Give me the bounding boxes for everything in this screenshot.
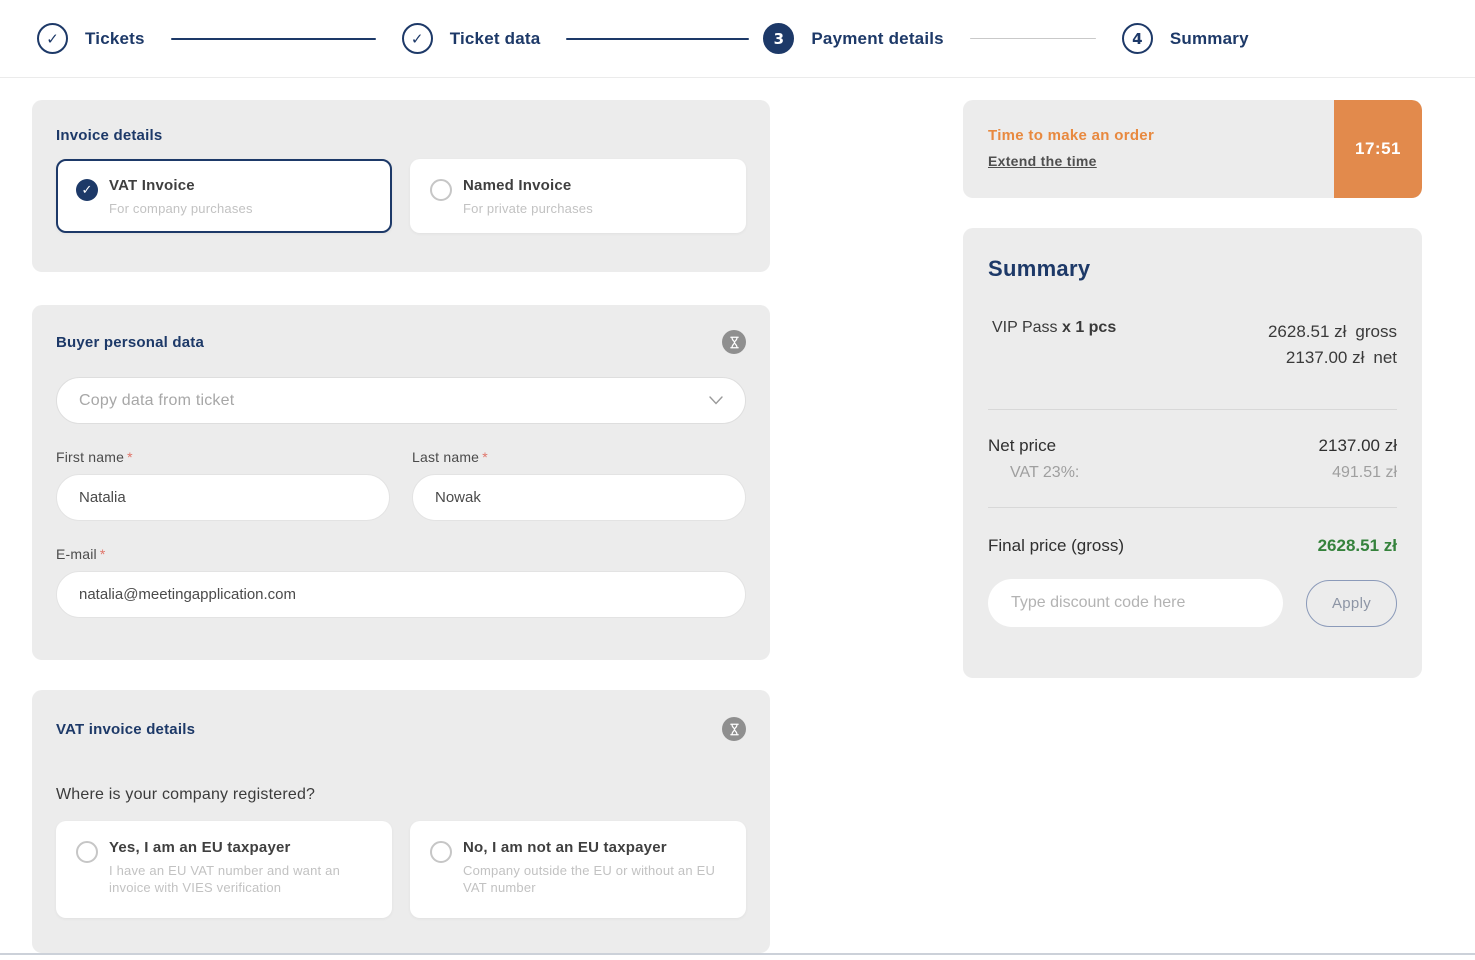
net-price-row: Net price 2137.00 zł [988, 436, 1397, 456]
required-asterisk: * [482, 449, 488, 465]
summary-item-row: VIP Pass x 1 pcs 2628.51 zł gross 2137.00… [988, 319, 1397, 371]
option-vat-invoice[interactable]: ✓ VAT Invoice For company purchases [56, 159, 392, 233]
buyer-personal-data-title: Buyer personal data [56, 333, 205, 351]
last-name-field[interactable] [412, 474, 746, 521]
step-label-summary: Summary [1169, 28, 1249, 48]
radio-unchecked-icon [76, 841, 98, 863]
option-named-invoice[interactable]: Named Invoice For private purchases [410, 159, 746, 233]
vat-label: VAT 23%: [1010, 464, 1080, 481]
stepper-connector [566, 37, 750, 40]
radio-unchecked-icon [430, 841, 452, 863]
final-price-label: Final price (gross) [988, 536, 1125, 555]
summary-item-net: 2137.00 zł net [1285, 348, 1397, 367]
option-named-invoice-description: For private purchases [463, 201, 593, 216]
summary-item-quantity: x 1 pcs [1061, 319, 1117, 336]
summary-item-name: VIP Pass x 1 pcs [992, 319, 1117, 336]
step-number-upcoming: 4 [1121, 23, 1153, 54]
radio-checked-icon: ✓ [76, 179, 98, 201]
step-label-ticket-data: Ticket data [449, 28, 541, 48]
stepper-connector-muted [969, 38, 1096, 39]
chevron-down-icon [709, 396, 723, 405]
invoice-details-card: Invoice details ✓ VAT Invoice For compan… [32, 100, 770, 272]
stepper-step-ticket-data[interactable]: ✓ Ticket data [401, 23, 541, 54]
summary-title: Summary [988, 256, 1091, 281]
option-vat-invoice-description: For company purchases [109, 201, 253, 216]
option-eu-taxpayer-no-description: Company outside the EU or without an EU … [463, 863, 716, 895]
email-label: E-mail * [56, 546, 106, 562]
stepper-step-tickets[interactable]: ✓ Tickets [37, 23, 145, 54]
hourglass-icon [722, 717, 746, 741]
stepper-step-summary[interactable]: 4 Summary [1121, 23, 1249, 54]
order-summary-card: Summary VIP Pass x 1 pcs 2628.51 zł gross… [963, 228, 1422, 678]
vat-row: VAT 23%: 491.51 zł [988, 464, 1397, 482]
step-number-active: 3 [763, 23, 795, 54]
step-done-check-icon: ✓ [401, 23, 433, 54]
company-registered-question: Where is your company registered? [56, 786, 316, 803]
summary-divider [988, 409, 1397, 410]
stepper-step-payment-details[interactable]: 3 Payment details [763, 23, 944, 54]
final-price-row: Final price (gross) 2628.51 zł [988, 536, 1397, 556]
timer-label: Time to make an order [988, 127, 1155, 144]
invoice-details-title: Invoice details [56, 127, 163, 144]
order-timer-card: Time to make an order Extend the time 17… [963, 100, 1422, 198]
summary-item-gross: 2628.51 zł gross [1267, 322, 1397, 341]
option-eu-taxpayer-no[interactable]: No, I am not an EU taxpayer Company outs… [410, 821, 746, 918]
first-name-field[interactable] [56, 474, 390, 521]
buyer-personal-data-card: Buyer personal data Copy data from ticke… [32, 305, 770, 660]
option-eu-taxpayer-yes[interactable]: Yes, I am an EU taxpayer I have an EU VA… [56, 821, 392, 918]
timer-countdown: 17:51 [1334, 100, 1422, 198]
option-eu-taxpayer-no-label: No, I am not an EU taxpayer [463, 839, 667, 856]
checkout-stepper: ✓ Tickets ✓ Ticket data 3 Payment detail… [0, 0, 1475, 78]
stepper-connector [170, 37, 376, 40]
vat-value: 491.51 zł [1332, 464, 1397, 481]
step-label-payment-details: Payment details [811, 28, 944, 48]
option-named-invoice-label: Named Invoice [463, 177, 572, 194]
viewport-bottom-rule [0, 953, 1475, 955]
summary-divider [988, 507, 1397, 508]
email-field[interactable] [56, 571, 746, 618]
vat-invoice-details-title: VAT invoice details [56, 720, 196, 738]
radio-unchecked-icon [430, 179, 452, 201]
final-price-value: 2628.51 zł [1317, 536, 1397, 555]
copy-data-from-ticket-select[interactable]: Copy data from ticket [56, 377, 746, 424]
discount-code-input[interactable] [988, 579, 1283, 627]
copy-data-placeholder: Copy data from ticket [79, 391, 235, 409]
vat-invoice-details-card: VAT invoice details Where is your compan… [32, 690, 770, 953]
apply-discount-button[interactable]: Apply [1306, 579, 1397, 627]
hourglass-icon [722, 330, 746, 354]
net-price-label: Net price [988, 436, 1057, 455]
step-done-check-icon: ✓ [37, 23, 68, 54]
required-asterisk: * [99, 546, 106, 562]
net-price-value: 2137.00 zł [1318, 436, 1397, 455]
option-eu-taxpayer-yes-description: I have an EU VAT number and want an invo… [109, 863, 341, 895]
last-name-label: Last name * [412, 449, 488, 465]
extend-time-link[interactable]: Extend the time [988, 153, 1097, 169]
first-name-label: First name * [56, 449, 133, 465]
step-label-tickets: Tickets [85, 28, 145, 48]
option-eu-taxpayer-yes-label: Yes, I am an EU taxpayer [109, 839, 291, 856]
option-vat-invoice-label: VAT Invoice [109, 177, 195, 194]
required-asterisk: * [127, 449, 133, 465]
